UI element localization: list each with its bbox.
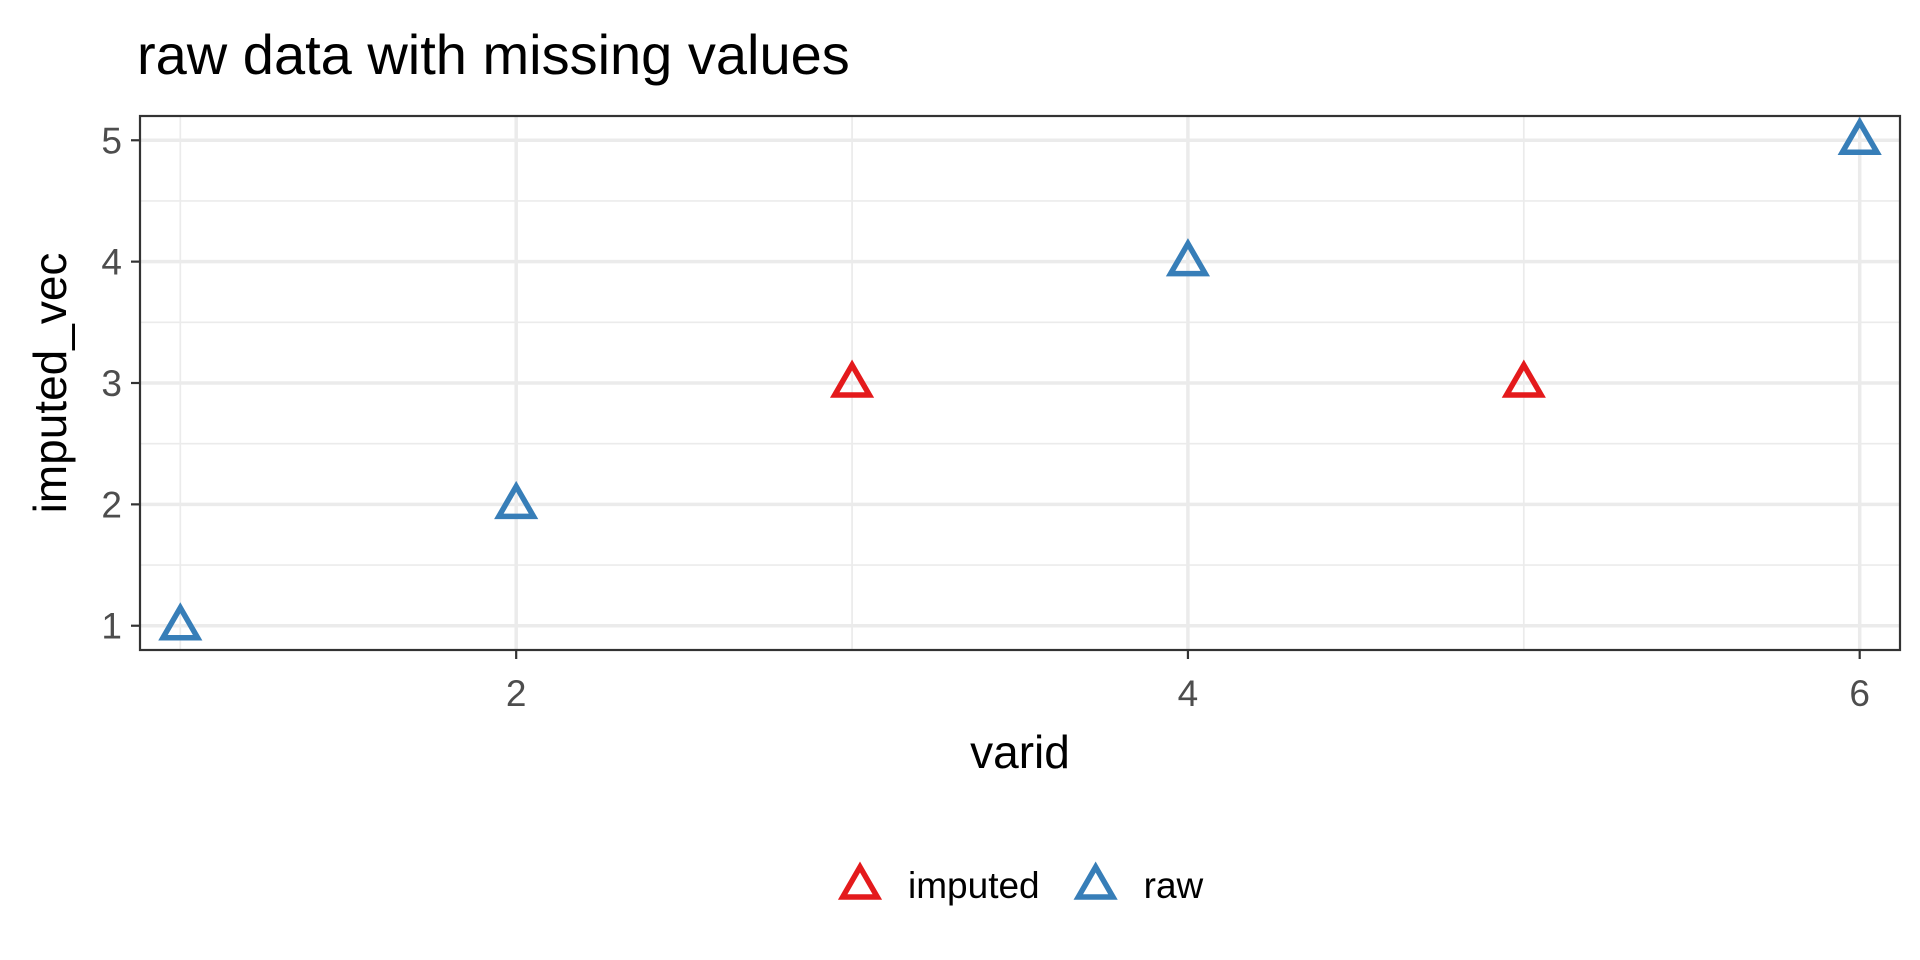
x-tick-label: 6 [1849,673,1870,714]
y-tick-label: 1 [101,606,122,647]
data-point-raw [158,602,203,641]
x-axis-title: varid [970,726,1070,778]
y-axis-title: imputed_vec [24,253,76,514]
data-point-raw [1165,238,1211,277]
y-tick-label: 5 [101,120,122,161]
legend: imputed raw [837,861,1204,906]
data-points [158,116,1882,641]
legend-key-raw [1073,861,1118,900]
data-point-raw [1837,116,1882,156]
data-point-imputed [1501,359,1546,398]
y-tick-label: 3 [101,363,122,404]
x-tick-label: 2 [506,673,527,714]
y-tick-label: 2 [101,484,122,525]
x-tick-label: 4 [1178,673,1199,714]
axis-ticks: 2 4 6 1 2 3 4 5 [101,120,1870,714]
y-tick-label: 4 [101,242,122,283]
data-point-raw [494,480,539,520]
legend-key-imputed [837,861,883,900]
data-point-imputed [829,359,875,398]
grid [140,116,1900,650]
legend-label-imputed: imputed [908,865,1040,906]
legend-label-raw: raw [1144,865,1204,906]
chart-title: raw data with missing values [137,23,850,86]
